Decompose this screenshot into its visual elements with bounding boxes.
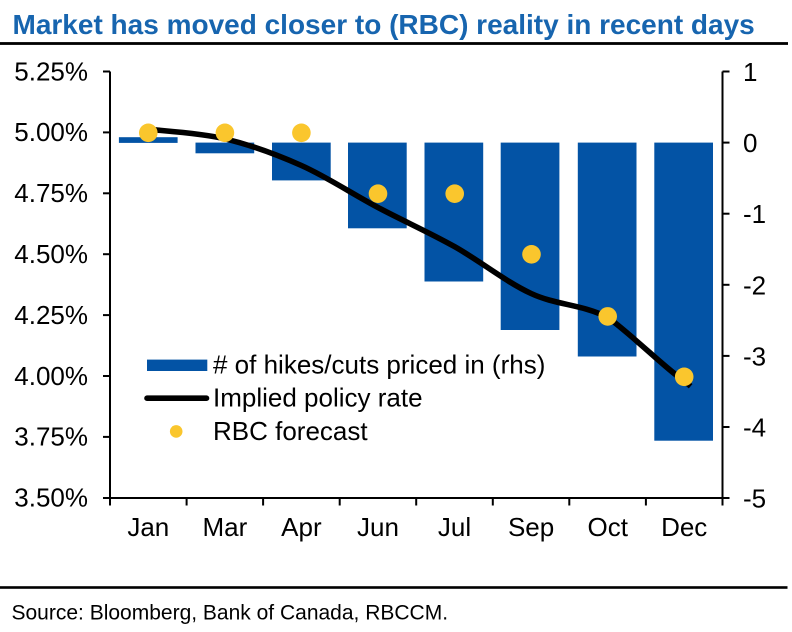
svg-text:Jun: Jun (357, 512, 399, 542)
svg-text:4.00%: 4.00% (14, 361, 88, 391)
svg-text:Dec: Dec (661, 512, 707, 542)
svg-text:5.25%: 5.25% (14, 56, 88, 86)
svg-text:Apr: Apr (281, 512, 322, 542)
svg-text:# of hikes/cuts priced in (rhs: # of hikes/cuts priced in (rhs) (213, 350, 545, 380)
svg-text:3.75%: 3.75% (14, 422, 88, 452)
svg-text:RBC forecast: RBC forecast (213, 416, 368, 446)
svg-text:-1: -1 (743, 199, 766, 229)
svg-text:Sep: Sep (508, 512, 554, 542)
svg-text:4.25%: 4.25% (14, 300, 88, 330)
svg-text:Source: Bloomberg, Bank of Can: Source: Bloomberg, Bank of Canada, RBCCM… (12, 602, 449, 625)
svg-text:-4: -4 (743, 413, 766, 443)
svg-text:Jan: Jan (127, 512, 169, 542)
svg-text:3.50%: 3.50% (14, 483, 88, 513)
svg-text:0: 0 (743, 128, 757, 158)
svg-text:Jul: Jul (438, 512, 471, 542)
svg-text:Mar: Mar (203, 512, 248, 542)
svg-text:Oct: Oct (587, 512, 628, 542)
svg-text:-2: -2 (743, 270, 766, 300)
svg-text:5.00%: 5.00% (14, 117, 88, 147)
svg-text:4.50%: 4.50% (14, 239, 88, 269)
svg-text:Market has moved closer to (RB: Market has moved closer to (RBC) reality… (13, 9, 755, 40)
svg-text:Implied policy rate: Implied policy rate (213, 383, 423, 413)
svg-text:-5: -5 (743, 484, 766, 514)
svg-text:-3: -3 (743, 341, 766, 371)
svg-text:1: 1 (743, 57, 757, 87)
svg-text:4.75%: 4.75% (14, 178, 88, 208)
